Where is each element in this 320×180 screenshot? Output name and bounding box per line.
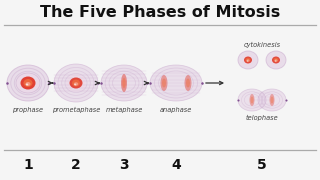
Ellipse shape [246,59,250,62]
Ellipse shape [272,57,280,64]
Ellipse shape [72,80,80,87]
Ellipse shape [247,60,248,62]
Ellipse shape [275,59,277,62]
Ellipse shape [245,58,251,62]
Text: metaphase: metaphase [105,107,143,113]
Ellipse shape [266,51,286,69]
Text: 2: 2 [71,158,81,172]
Ellipse shape [275,60,276,62]
Ellipse shape [162,78,166,87]
Ellipse shape [238,51,258,69]
Text: 4: 4 [171,158,181,172]
Ellipse shape [74,82,78,86]
Text: The Five Phases of Mitosis: The Five Phases of Mitosis [40,4,280,19]
Text: cytokinesis: cytokinesis [244,42,281,48]
Ellipse shape [121,74,127,92]
Ellipse shape [270,96,274,103]
Text: 1: 1 [23,158,33,172]
Ellipse shape [244,57,252,64]
Text: telophase: telophase [246,115,278,121]
Ellipse shape [269,94,275,106]
Ellipse shape [242,55,254,66]
Ellipse shape [186,78,190,87]
Ellipse shape [250,94,254,106]
Ellipse shape [66,74,86,92]
Ellipse shape [270,55,282,66]
Text: 3: 3 [119,158,129,172]
Ellipse shape [23,79,33,87]
Ellipse shape [251,96,253,103]
Ellipse shape [26,84,28,86]
Ellipse shape [185,75,191,91]
Text: 5: 5 [257,158,267,172]
Ellipse shape [101,65,147,101]
Ellipse shape [16,73,40,93]
Ellipse shape [122,78,126,88]
Ellipse shape [238,89,266,111]
Ellipse shape [274,58,278,62]
Ellipse shape [7,65,49,101]
Ellipse shape [150,65,202,101]
Ellipse shape [26,82,30,86]
Ellipse shape [20,76,36,89]
Ellipse shape [74,84,76,85]
Ellipse shape [161,75,167,91]
Text: anaphase: anaphase [160,107,192,113]
Ellipse shape [54,64,98,102]
Text: prophase: prophase [12,107,44,113]
Ellipse shape [69,78,83,89]
Text: prometaphase: prometaphase [52,107,100,113]
Ellipse shape [258,89,286,111]
